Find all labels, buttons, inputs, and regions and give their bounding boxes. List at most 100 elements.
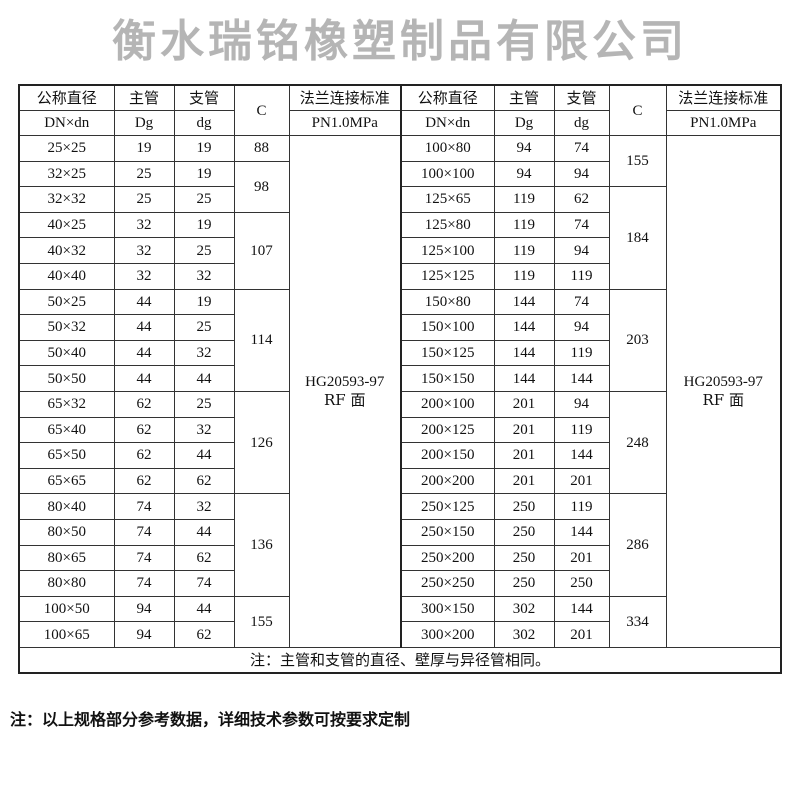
cell-main-dg: 32 <box>113 211 175 239</box>
header-branch-unit: dg <box>173 110 235 136</box>
cell-branch-dg-right: 94 <box>553 237 610 264</box>
cell-main-dg-right: 119 <box>493 211 555 239</box>
cell-main-dg: 74 <box>113 493 175 520</box>
cell-size-right: 125×125 <box>400 262 495 290</box>
cell-main-dg: 62 <box>113 467 175 495</box>
cell-size-right: 300×150 <box>400 595 495 623</box>
cell-branch-dg: 62 <box>173 621 235 648</box>
cell-size-right: 150×125 <box>400 339 495 367</box>
cell-branch-dg-right: 119 <box>553 339 610 367</box>
cell-size: 80×40 <box>18 493 115 520</box>
flange-standard-cell-right: HG20593-97 RF 面 <box>665 135 782 648</box>
table-row: 40×32 32 25 125×100 119 94 <box>18 237 781 264</box>
cell-branch-dg-right: 119 <box>553 493 610 520</box>
cell-branch-dg-right: 74 <box>553 288 610 316</box>
cell-branch-dg-right: 62 <box>553 186 610 213</box>
table-row: 40×40 32 32 125×125 119 119 <box>18 262 781 290</box>
cell-size: 65×40 <box>18 416 115 444</box>
header-flange-pressure-right: PN1.0MPa <box>665 110 782 136</box>
cell-size-right: 150×150 <box>400 365 495 392</box>
watermark: 衡水瑞铭橡塑制品有限公司 <box>112 16 688 67</box>
cell-size: 40×25 <box>18 211 115 239</box>
header-row-1: 公称直径 主管 支管 C 法兰连接标准 公称直径 主管 支管 C 法兰连接标准 <box>18 84 782 136</box>
table-row: 50×25 44 19 114 150×80 144 74 203 <box>18 288 781 392</box>
flange-standard-code-right: HG20593-97 <box>683 374 763 391</box>
cell-c-right: 248 <box>608 390 667 495</box>
cell-main-dg-right: 144 <box>493 339 555 367</box>
header-flange: 法兰连接标准 <box>288 84 402 111</box>
cell-size-right: 200×125 <box>400 416 495 444</box>
header-flange-pressure: PN1.0MPa <box>288 110 402 136</box>
cell-branch-dg-right: 74 <box>553 211 610 239</box>
cell-size: 32×32 <box>18 186 115 213</box>
cell-branch-dg: 32 <box>173 339 235 367</box>
cell-main-dg-right: 302 <box>493 595 555 623</box>
cell-main-dg-right: 302 <box>493 621 555 648</box>
cell-main-dg: 44 <box>113 288 175 316</box>
header-flange-right: 法兰连接标准 <box>665 84 782 111</box>
table-row: 80×80 74 74 250×250 250 250 <box>18 570 781 597</box>
cell-main-dg-right: 250 <box>493 518 555 546</box>
cell-size-right: 150×100 <box>400 314 495 341</box>
cell-size-right: 100×100 <box>400 160 495 188</box>
cell-main-dg-right: 250 <box>493 570 555 597</box>
cell-branch-dg-right: 144 <box>553 518 610 546</box>
cell-size-right: 125×100 <box>400 237 495 264</box>
header-branch: 支管 <box>173 84 235 111</box>
cell-branch-dg: 19 <box>173 160 235 188</box>
cell-main-dg-right: 201 <box>493 442 555 469</box>
header-c: C <box>233 84 290 136</box>
cell-branch-dg-right: 201 <box>553 621 610 648</box>
cell-main-dg: 25 <box>113 186 175 213</box>
cell-main-dg: 44 <box>113 314 175 341</box>
header-dn-unit-right: DN×dn <box>400 110 495 136</box>
cell-main-dg-right: 119 <box>493 262 555 290</box>
cell-main-dg-right: 250 <box>493 493 555 520</box>
cell-main-dg: 25 <box>113 160 175 188</box>
cell-c: 155 <box>233 595 290 648</box>
cell-main-dg: 32 <box>113 262 175 290</box>
cell-size: 25×25 <box>18 135 115 162</box>
cell-c-right: 184 <box>608 186 667 290</box>
cell-size-right: 125×80 <box>400 211 495 239</box>
cell-size: 65×50 <box>18 442 115 469</box>
cell-main-dg-right: 201 <box>493 416 555 444</box>
tee-dimension-table: 公称直径 主管 支管 C 法兰连接标准 公称直径 主管 支管 C 法兰连接标准 … <box>18 84 782 674</box>
table-row: 80×50 74 44 250×150 250 144 <box>18 518 781 546</box>
flange-standard-face: RF 面 <box>324 391 366 410</box>
cell-main-dg: 32 <box>113 237 175 264</box>
cell-main-dg-right: 144 <box>493 365 555 392</box>
header-branch-right: 支管 <box>553 84 610 111</box>
cell-main-dg: 94 <box>113 621 175 648</box>
flange-standard-code: HG20593-97 <box>305 374 385 391</box>
cell-size: 50×40 <box>18 339 115 367</box>
cell-branch-dg: 62 <box>173 544 235 572</box>
cell-size-right: 300×200 <box>400 621 495 648</box>
cell-main-dg: 94 <box>113 595 175 623</box>
cell-main-dg: 74 <box>113 544 175 572</box>
table-row: 32×32 25 25 125×65 119 62 184 <box>18 186 781 290</box>
cell-main-dg-right: 94 <box>493 135 555 162</box>
table-row: 100×65 94 62 300×200 302 201 <box>18 621 781 648</box>
flange-standard-face-right: RF 面 <box>702 391 744 410</box>
cell-main-dg: 62 <box>113 442 175 469</box>
cell-size-right: 250×250 <box>400 570 495 597</box>
cell-size-right: 250×125 <box>400 493 495 520</box>
cell-c-right: 334 <box>608 595 667 648</box>
cell-c: 114 <box>233 288 290 392</box>
cell-size-right: 125×65 <box>400 186 495 213</box>
table-row: 32×25 25 19 98 100×100 94 94 <box>18 160 781 213</box>
cell-size-right: 200×200 <box>400 467 495 495</box>
cell-branch-dg-right: 74 <box>553 135 610 162</box>
table-row: 40×25 32 19 107 125×80 119 74 <box>18 211 781 290</box>
table-row: 65×50 62 44 200×150 201 144 <box>18 442 781 469</box>
cell-size: 100×50 <box>18 595 115 623</box>
header-main-right: 主管 <box>493 84 555 111</box>
table-footnote: 注：主管和支管的直径、壁厚与异径管相同。 <box>18 646 782 674</box>
table-row: 50×32 44 25 150×100 144 94 <box>18 314 781 341</box>
header-branch-unit-right: dg <box>553 110 610 136</box>
cell-main-dg: 44 <box>113 339 175 367</box>
cell-branch-dg-right: 94 <box>553 160 610 188</box>
cell-main-dg-right: 201 <box>493 390 555 418</box>
cell-branch-dg: 25 <box>173 314 235 341</box>
